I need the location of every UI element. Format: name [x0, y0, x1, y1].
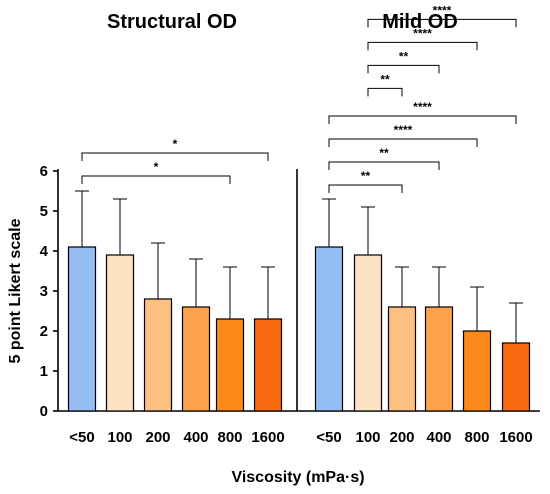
bar-mild-4: [462, 330, 492, 412]
significance-bracket: [328, 138, 478, 147]
x-tick-label: 1600: [251, 429, 284, 446]
significance-label: ****: [413, 26, 432, 40]
bar-mild-5: [501, 342, 531, 412]
significance-bracket: [367, 18, 517, 28]
bar-mild-2: [387, 306, 417, 412]
x-tick-label: 200: [389, 429, 414, 446]
significance-label: **: [379, 146, 389, 160]
bar-structural-2: [143, 298, 173, 412]
x-tick-label: 400: [183, 429, 208, 446]
x-axis-label: Viscosity (mPa·s): [231, 469, 364, 486]
significance-label: ****: [413, 100, 432, 114]
y-axis-label: 5 point Likert scale: [7, 218, 24, 363]
significance-bracket: [328, 115, 517, 124]
panel-title-structural: Structural OD: [107, 11, 237, 33]
bar-structural-4: [215, 318, 245, 412]
significance-label: ****: [433, 3, 452, 17]
x-tick-label: 100: [355, 429, 380, 446]
significance-bracket: [367, 87, 403, 97]
y-tick-label: 3: [40, 283, 48, 300]
bar-structural-3: [181, 306, 211, 412]
significance-bracket: [328, 184, 403, 193]
bar-mild-3: [424, 306, 454, 412]
y-tick-label: 6: [40, 163, 48, 180]
significance-label: ****: [394, 123, 413, 137]
x-tick-label: 1600: [499, 429, 532, 446]
x-tick-label: <50: [69, 429, 94, 446]
x-tick-label: 800: [217, 429, 242, 446]
significance-bracket: [367, 64, 440, 74]
significance-bracket: [81, 175, 231, 184]
y-tick-label: 1: [40, 363, 48, 380]
y-tick-label: 5: [40, 203, 48, 220]
significance-label: *: [154, 160, 159, 174]
significance-bracket: [328, 161, 440, 170]
x-tick-label: 200: [145, 429, 170, 446]
x-tick-label: 400: [426, 429, 451, 446]
significance-label: **: [399, 49, 409, 63]
y-tick-label: 4: [40, 243, 49, 260]
panel-title-mild: Mild OD: [382, 11, 458, 33]
y-tick-label: 2: [40, 323, 48, 340]
x-tick-label: 800: [464, 429, 489, 446]
significance-bracket: [81, 152, 269, 161]
x-tick-label: <50: [316, 429, 341, 446]
bar-structural-1: [105, 254, 135, 412]
significance-bracket: [367, 41, 478, 51]
bar-structural-0: [67, 246, 97, 412]
bar-structural-5: [253, 318, 283, 412]
y-tick-label: 0: [40, 403, 48, 420]
significance-label: **: [361, 169, 371, 183]
bar-mild-0: [314, 246, 344, 412]
bar-mild-1: [353, 254, 383, 412]
significance-label: **: [380, 72, 390, 86]
significance-label: *: [173, 137, 178, 151]
x-tick-label: 100: [107, 429, 132, 446]
